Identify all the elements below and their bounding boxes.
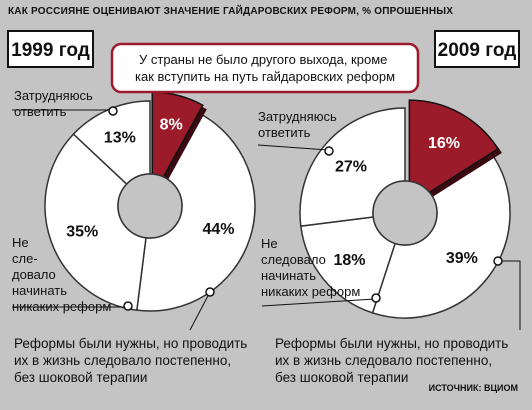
- label-left-unsure: Затрудняюсь ответить: [14, 88, 96, 119]
- label-left-gradual: Реформы были нужны, но проводить их в жи…: [14, 336, 251, 385]
- value-label-unsure: 27%: [335, 158, 367, 175]
- leader-lines: [12, 109, 521, 331]
- callout-text: У страны не было другого выхода, кроме к…: [135, 52, 395, 84]
- value-label-no-alternative: 16%: [428, 135, 460, 152]
- label-left-no: Не сле- довало начинать никаких реформ: [12, 235, 111, 314]
- label-right-unsure: Затрудняюсь ответить: [258, 109, 340, 140]
- callout-line-1: У страны не было другого выхода, кроме: [139, 52, 387, 67]
- value-label-gradual: 39%: [446, 250, 478, 267]
- leader-right-unsure: [257, 144, 329, 151]
- year-box-1999: [7, 30, 94, 68]
- source-note: ИСТОЧНИК: ВЦИОМ: [429, 383, 518, 393]
- value-label-no-alternative: 8%: [160, 117, 183, 134]
- label-right-no: Не следовало начинать никаких реформ: [261, 236, 360, 299]
- callout-line-2: как вступить на путь гайдаровских реформ: [135, 69, 395, 84]
- leader-right-gradual: [498, 260, 521, 330]
- donut-1999: 8% 44% 35% 13%: [44, 91, 256, 312]
- donut-hole: [117, 173, 183, 239]
- year-box-2009: [434, 30, 520, 68]
- value-label-gradual: 44%: [202, 221, 234, 238]
- callout-box: [110, 42, 420, 94]
- donut-hole: [372, 180, 438, 246]
- value-label-no-reform: 18%: [334, 252, 366, 269]
- donut-2009: 16% 39% 18% 27%: [299, 99, 511, 319]
- leader-right-no: [261, 298, 376, 307]
- label-right-gradual: Реформы были нужны, но проводить их в жи…: [275, 336, 512, 385]
- value-label-unsure: 13%: [104, 129, 136, 146]
- year-label-1999: 1999 год: [11, 40, 90, 61]
- leader-left-gradual: [189, 291, 211, 331]
- leader-dots: [108, 106, 503, 311]
- year-label-2009: 2009 год: [438, 40, 517, 61]
- value-label-no-reform: 35%: [66, 223, 98, 240]
- chart-title: КАК РОССИЯНЕ ОЦЕНИВАЮТ ЗНАЧЕНИЕ ГАЙДАРОВ…: [8, 4, 453, 17]
